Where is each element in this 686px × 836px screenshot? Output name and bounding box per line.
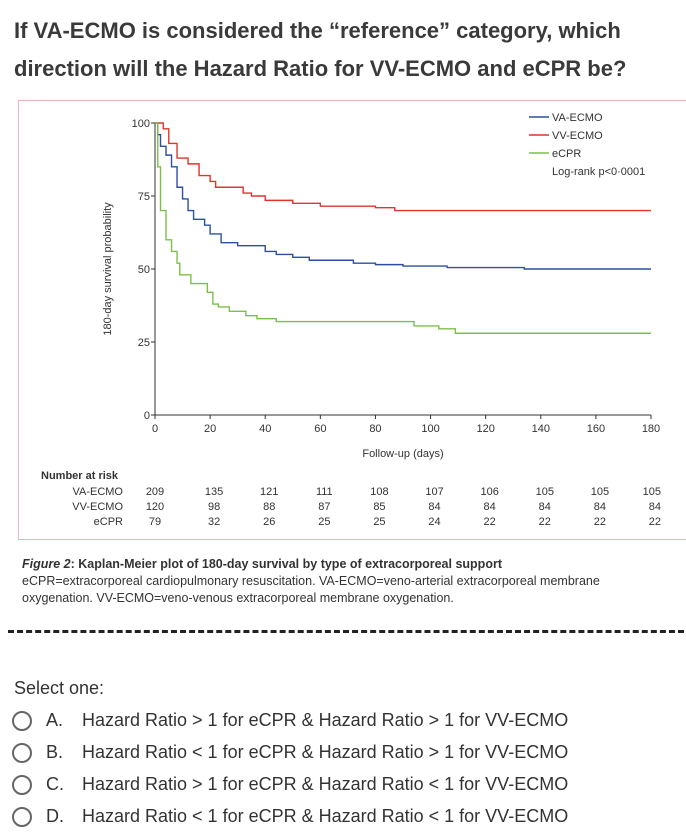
- risk-value: 25: [373, 516, 385, 528]
- caption-body: eCPR=extracorporeal cardiopulmonary resu…: [22, 574, 600, 605]
- option-c[interactable]: C. Hazard Ratio > 1 for eCPR & Hazard Rat…: [12, 774, 568, 795]
- risk-table-title: Number at risk: [41, 470, 119, 482]
- y-tick-label: 75: [138, 191, 150, 203]
- x-tick-label: 60: [314, 423, 326, 435]
- risk-value: 108: [370, 486, 388, 498]
- radio-icon[interactable]: [12, 774, 32, 795]
- risk-value: 120: [146, 501, 164, 513]
- annotation-logrank: Log-rank p<0·0001: [552, 166, 645, 178]
- risk-value: 106: [480, 486, 498, 498]
- x-tick-label: 100: [421, 423, 439, 435]
- risk-value: 32: [208, 516, 220, 528]
- select-label: Select one:: [14, 678, 105, 698]
- risk-value: 87: [318, 501, 330, 513]
- option-text: Hazard Ratio < 1 for eCPR & Hazard Ratio…: [82, 806, 569, 826]
- risk-value: 98: [208, 501, 220, 513]
- y-tick-label: 25: [138, 337, 150, 349]
- x-tick-label: 0: [152, 423, 158, 435]
- x-tick-label: 140: [532, 423, 550, 435]
- y-tick-label: 50: [138, 264, 150, 276]
- x-tick-label: 80: [369, 423, 381, 435]
- legend-label: eCPR: [552, 148, 581, 160]
- risk-value: 84: [539, 501, 551, 513]
- risk-value: 135: [205, 486, 223, 498]
- radio-icon[interactable]: [12, 742, 32, 763]
- legend-label: VA-ECMO: [552, 112, 603, 124]
- x-tick-label: 120: [476, 423, 494, 435]
- risk-value: 121: [260, 486, 278, 498]
- x-tick-label: 20: [204, 423, 216, 435]
- risk-row-label: VA-ECMO: [72, 486, 123, 498]
- option-text: Hazard Ratio < 1 for eCPR & Hazard Ratio…: [82, 742, 569, 762]
- caption-title: : Kaplan-Meier plot of 180-day survival …: [70, 557, 502, 571]
- x-tick-label: 40: [259, 423, 271, 435]
- risk-value: 22: [484, 516, 496, 528]
- option-text: Hazard Ratio > 1 for eCPR & Hazard Ratio…: [82, 774, 569, 794]
- risk-value: 105: [536, 486, 554, 498]
- risk-value: 84: [649, 501, 661, 513]
- x-tick-label: 160: [587, 423, 605, 435]
- risk-value: 105: [643, 486, 661, 498]
- km-chart: 0 20 40 60 80 100 120 140 160 180 0 25 50 75 100 Follow…: [41, 112, 661, 528]
- risk-value: 84: [428, 501, 440, 513]
- caption-label: Figure 2: [22, 557, 71, 571]
- risk-value: 209: [146, 486, 164, 498]
- risk-value: 105: [591, 486, 609, 498]
- option-letter: B.: [46, 742, 64, 762]
- risk-value: 84: [484, 501, 496, 513]
- x-axis-label: Follow-up (days): [362, 448, 443, 460]
- y-axis-label: 180-day survival probability: [102, 202, 114, 336]
- option-letter: D.: [46, 806, 64, 826]
- divider: [8, 630, 684, 633]
- radio-icon[interactable]: [12, 710, 32, 731]
- risk-value: 79: [149, 516, 161, 528]
- option-a[interactable]: A. Hazard Ratio > 1 for eCPR & Hazard Rat…: [12, 710, 568, 731]
- risk-value: 107: [425, 486, 443, 498]
- risk-value: 85: [373, 501, 385, 513]
- series-line-vv-ecmo: [155, 122, 651, 212]
- risk-value: 84: [594, 501, 606, 513]
- question-text: If VA-ECMO is considered the “reference”…: [14, 18, 627, 81]
- option-text: Hazard Ratio > 1 for eCPR & Hazard Ratio…: [82, 710, 569, 730]
- figure-box: 0 20 40 60 80 100 120 140 160 180 0 25 50 75 100 Follow…: [18, 100, 686, 540]
- series-line-va-ecmo: [155, 122, 651, 270]
- risk-value: 22: [649, 516, 661, 528]
- risk-value: 26: [263, 516, 275, 528]
- risk-value: 88: [263, 501, 275, 513]
- x-tick-label: 180: [642, 423, 660, 435]
- risk-value: 22: [594, 516, 606, 528]
- risk-row-label: eCPR: [94, 516, 123, 528]
- figure-caption: Figure 2: Kaplan-Meier plot of 180-day s…: [22, 556, 662, 607]
- risk-value: 25: [318, 516, 330, 528]
- risk-value: 111: [316, 486, 333, 498]
- y-tick-label: 0: [144, 410, 150, 422]
- option-b[interactable]: B. Hazard Ratio < 1 for eCPR & Hazard Rat…: [12, 742, 568, 763]
- option-letter: A.: [46, 710, 64, 730]
- risk-value: 22: [539, 516, 551, 528]
- option-letter: C.: [46, 774, 64, 794]
- series-line-ecpr: [155, 122, 651, 334]
- risk-value: 24: [428, 516, 440, 528]
- y-tick-label: 100: [132, 118, 150, 130]
- risk-row-label: VV-ECMO: [72, 501, 123, 513]
- radio-icon[interactable]: [12, 806, 32, 827]
- option-d[interactable]: D. Hazard Ratio < 1 for eCPR & Hazard Rat…: [12, 806, 568, 827]
- legend-label: VV-ECMO: [552, 130, 603, 142]
